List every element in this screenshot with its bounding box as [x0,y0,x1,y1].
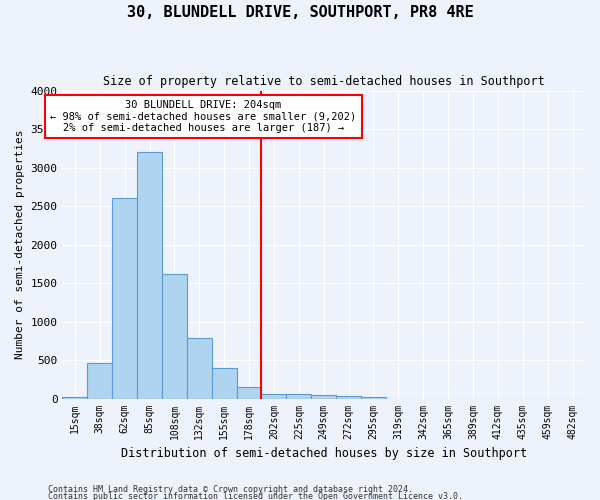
Bar [212,368,236,398]
Bar [62,397,88,398]
X-axis label: Distribution of semi-detached houses by size in Southport: Distribution of semi-detached houses by … [121,447,527,460]
Bar [361,397,386,398]
Bar [311,396,336,398]
Bar [88,363,112,398]
Bar [187,338,212,398]
Text: Contains public sector information licensed under the Open Government Licence v3: Contains public sector information licen… [48,492,463,500]
Text: 30 BLUNDELL DRIVE: 204sqm
← 98% of semi-detached houses are smaller (9,202)
2% o: 30 BLUNDELL DRIVE: 204sqm ← 98% of semi-… [50,100,356,133]
Bar [137,152,162,398]
Bar [262,394,286,398]
Text: Contains HM Land Registry data © Crown copyright and database right 2024.: Contains HM Land Registry data © Crown c… [48,486,413,494]
Bar [336,396,361,398]
Title: Size of property relative to semi-detached houses in Southport: Size of property relative to semi-detach… [103,75,545,88]
Y-axis label: Number of semi-detached properties: Number of semi-detached properties [15,130,25,360]
Text: 30, BLUNDELL DRIVE, SOUTHPORT, PR8 4RE: 30, BLUNDELL DRIVE, SOUTHPORT, PR8 4RE [127,5,473,20]
Bar [286,394,311,398]
Bar [112,198,137,398]
Bar [236,386,262,398]
Bar [162,274,187,398]
